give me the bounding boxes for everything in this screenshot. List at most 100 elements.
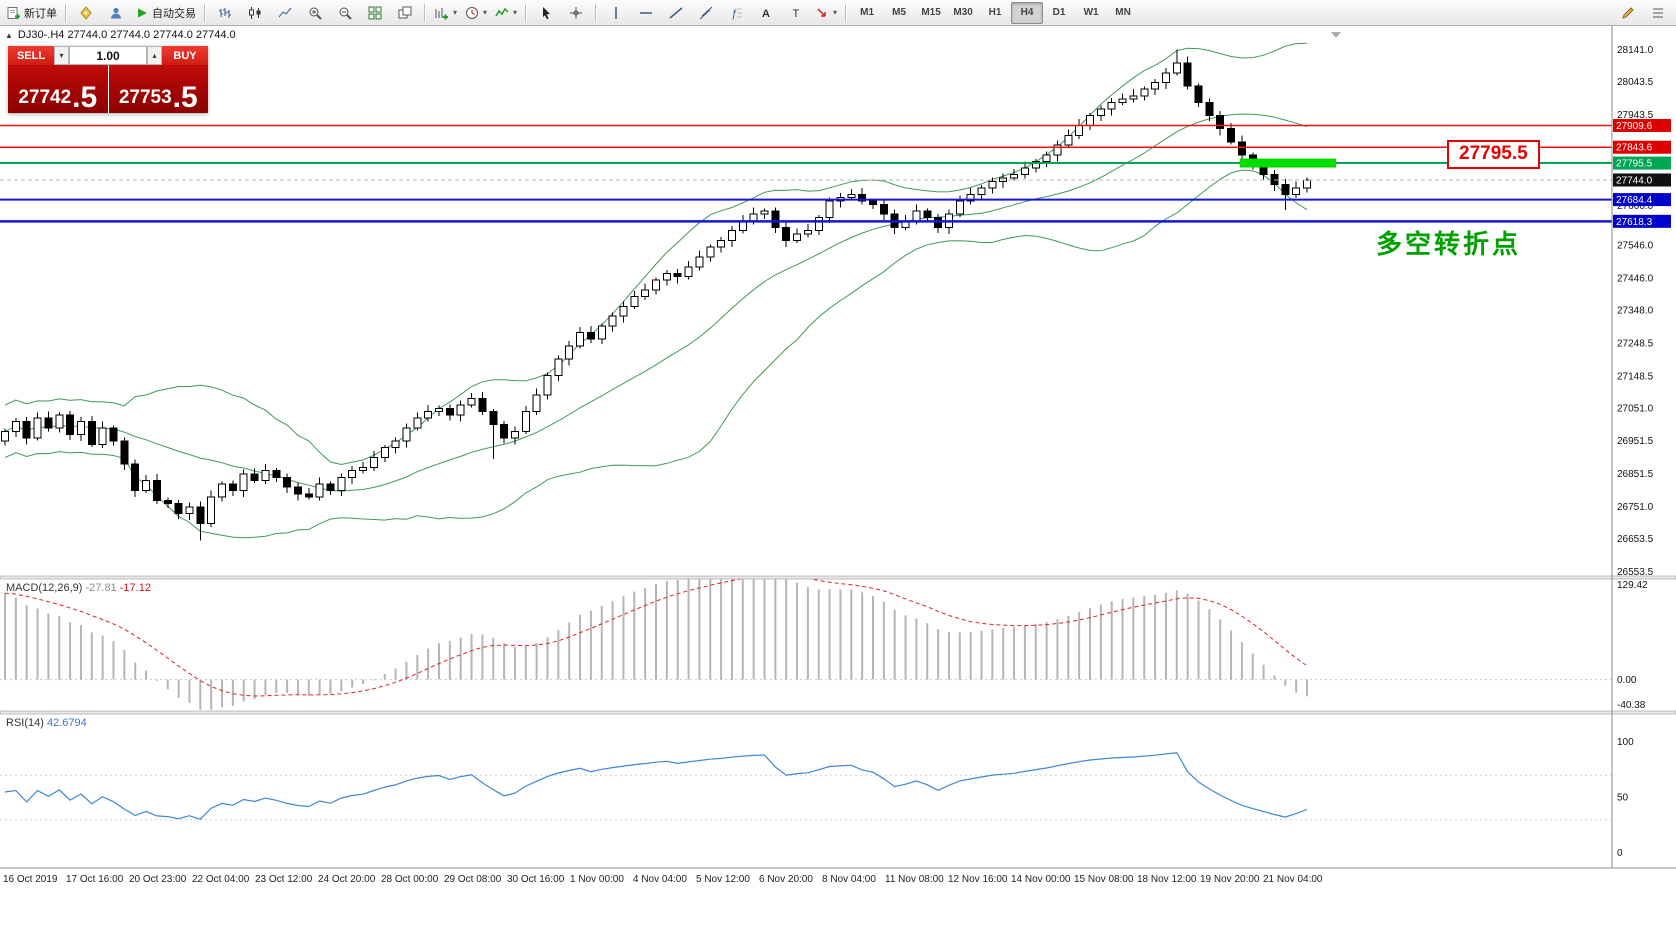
bar-chart-button[interactable] bbox=[210, 2, 240, 24]
cascade-windows-icon bbox=[398, 6, 412, 18]
price-tick-label: 28043.5 bbox=[1617, 77, 1654, 88]
text-tool-button[interactable]: A bbox=[751, 2, 781, 24]
tile-windows-button[interactable] bbox=[360, 2, 390, 24]
time-tick-label: 24 Oct 20:00 bbox=[318, 874, 376, 885]
main-toolbar: 新订单 自动交易 bbox=[0, 0, 1676, 26]
cascade-windows-button[interactable] bbox=[390, 2, 420, 24]
candlestick-chart-button[interactable] bbox=[240, 2, 270, 24]
sell-price-fraction: .5 bbox=[72, 81, 98, 114]
crosshair-icon bbox=[570, 6, 583, 19]
chart-window[interactable]: 28141.0 28043.5 27943.5 27666.0 27546.0 27446… bbox=[0, 26, 1676, 948]
arrows-tool-button[interactable]: ▾ bbox=[811, 2, 841, 24]
new-order-button[interactable]: 新订单 bbox=[3, 2, 61, 24]
timeframe-m1-button[interactable]: M1 bbox=[860, 7, 875, 18]
macd-signal-value: -17.12 bbox=[119, 582, 151, 594]
panel-separator[interactable] bbox=[0, 710, 1676, 715]
dropdown-caret-icon: ▾ bbox=[833, 8, 838, 17]
time-tick-label: 5 Nov 12:00 bbox=[696, 874, 750, 885]
timeframe-m5-button[interactable]: M5 bbox=[892, 7, 907, 18]
horizontal-line-tool-button[interactable] bbox=[631, 2, 661, 24]
macd-name: MACD(12,26,9) bbox=[6, 582, 83, 594]
panel-separator[interactable] bbox=[0, 575, 1676, 580]
highlight-zone[interactable] bbox=[1240, 158, 1336, 168]
toolbar-separator bbox=[424, 3, 426, 22]
fibonacci-tool-button[interactable]: ƒ bbox=[721, 2, 751, 24]
volume-increase-button[interactable]: ▴ bbox=[147, 46, 162, 65]
dropdown-caret-icon: ▾ bbox=[513, 8, 518, 17]
trendline-tool-button[interactable] bbox=[661, 2, 691, 24]
price-badge bbox=[1613, 140, 1671, 154]
channel-icon bbox=[699, 6, 713, 19]
rsi-scale-label: 50 bbox=[1617, 793, 1629, 804]
time-tick-label: 18 Nov 12:00 bbox=[1137, 874, 1197, 885]
indicators-button[interactable]: ▾ bbox=[491, 2, 521, 24]
toolbar-separator bbox=[845, 3, 848, 22]
time-tick-label: 16 Oct 2019 bbox=[3, 874, 58, 885]
time-tick-label: 11 Nov 08:00 bbox=[885, 874, 944, 885]
cursor-button[interactable] bbox=[531, 2, 561, 24]
main-chart-plot bbox=[0, 42, 1612, 541]
trendline-icon bbox=[669, 6, 683, 19]
one-click-toggle-icon[interactable]: ▲ bbox=[5, 30, 13, 40]
price-badge-label: 27909.6 bbox=[1616, 121, 1653, 132]
toolbar-separator bbox=[65, 3, 67, 22]
price-axis[interactable]: 28141.0 28043.5 27943.5 27666.0 27546.0 27446… bbox=[1613, 45, 1671, 578]
crosshair-button[interactable] bbox=[561, 2, 591, 24]
list-icon bbox=[1653, 8, 1663, 17]
price-tick-label: 27446.0 bbox=[1617, 274, 1654, 285]
timeframe-h1-button[interactable]: H1 bbox=[988, 7, 1002, 18]
price-badge bbox=[1613, 214, 1671, 228]
autotrade-button[interactable]: 自动交易 bbox=[131, 2, 200, 24]
chart-canvas[interactable]: 28141.0 28043.5 27943.5 27666.0 27546.0 27446… bbox=[0, 26, 1676, 948]
rsi-scale-label: 100 bbox=[1617, 737, 1634, 748]
profile-button[interactable] bbox=[101, 2, 131, 24]
zoom-out-button[interactable] bbox=[330, 2, 360, 24]
timeframe-m30-button[interactable]: M30 bbox=[953, 7, 973, 18]
line-chart-button[interactable] bbox=[270, 2, 300, 24]
rsi-value: 42.6794 bbox=[46, 717, 87, 729]
timeframe-h4-button[interactable]: H4 bbox=[1011, 1, 1044, 24]
price-callout-label[interactable]: 27795.5 bbox=[1447, 140, 1540, 170]
time-tick-label: 14 Nov 00:00 bbox=[1011, 874, 1071, 885]
rsi-header: RSI(14) 42.6794 bbox=[6, 717, 87, 729]
price-tick-label: 26851.5 bbox=[1617, 469, 1654, 480]
volume-decrease-button[interactable]: ▾ bbox=[54, 46, 69, 65]
zoom-in-button[interactable] bbox=[300, 2, 330, 24]
label-tool-button[interactable]: T bbox=[781, 2, 811, 24]
annotation-text[interactable]: 多空转折点 bbox=[1376, 229, 1522, 259]
time-tick-label: 19 Nov 20:00 bbox=[1200, 874, 1260, 885]
new-chart-button[interactable]: ▾ bbox=[430, 2, 461, 24]
draw-mode-button[interactable] bbox=[1613, 2, 1643, 24]
profiles-button[interactable]: ▾ bbox=[461, 2, 491, 24]
macd-signal-line bbox=[4, 579, 1308, 697]
price-tick-label: 27666.0 bbox=[1617, 201, 1654, 212]
macd-scale-label: 129.42 bbox=[1617, 580, 1648, 591]
volume-input[interactable]: 1.00 bbox=[69, 46, 147, 65]
channel-tool-button[interactable] bbox=[691, 2, 721, 24]
compass-button[interactable] bbox=[71, 2, 101, 24]
timeframe-m15-button[interactable]: M15 bbox=[921, 7, 941, 18]
timeframe-d1-button[interactable]: D1 bbox=[1052, 7, 1066, 18]
buy-tab[interactable]: BUY bbox=[162, 46, 208, 65]
line-chart-icon bbox=[278, 7, 292, 17]
vertical-line-tool-button[interactable] bbox=[601, 2, 631, 24]
timeframe-mn-button[interactable]: MN bbox=[1115, 7, 1131, 18]
price-tick-label: 27943.5 bbox=[1617, 110, 1654, 121]
chart-shift-marker[interactable] bbox=[1331, 32, 1341, 38]
sell-button[interactable]: 27742.5 bbox=[8, 65, 108, 113]
object-list-button[interactable] bbox=[1643, 2, 1673, 24]
label-icon: T bbox=[793, 8, 800, 20]
buy-price: 27753 bbox=[118, 87, 172, 108]
time-tick-label: 8 Nov 04:00 bbox=[822, 874, 876, 885]
time-tick-label: 29 Oct 08:00 bbox=[444, 874, 502, 885]
sell-tab[interactable]: SELL bbox=[8, 46, 54, 65]
arrow-tool-icon bbox=[817, 7, 826, 17]
timeframe-w1-button[interactable]: W1 bbox=[1083, 7, 1099, 18]
dropdown-caret-icon: ▾ bbox=[453, 8, 458, 17]
time-tick-label: 17 Oct 16:00 bbox=[66, 874, 124, 885]
price-badge-label: 27843.6 bbox=[1616, 143, 1653, 154]
price-tick-label: 27348.0 bbox=[1617, 306, 1654, 317]
time-axis[interactable]: 16 Oct 2019 17 Oct 16:00 20 Oct 23:00 22 Oc… bbox=[3, 874, 1323, 885]
buy-button[interactable]: 27753.5 bbox=[108, 65, 208, 113]
